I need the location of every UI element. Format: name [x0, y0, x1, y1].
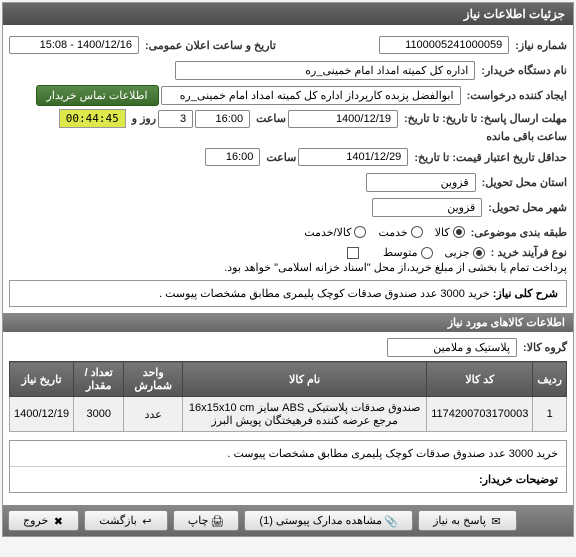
table-row: 11174200703170003صندوق صدقات پلاستیکی AB…: [10, 397, 567, 432]
deadline-label: مهلت ارسال پاسخ: تا تاریخ: تا تاریخ:: [404, 112, 567, 125]
reply-label: پاسخ به نیاز: [433, 514, 486, 527]
buyer-value: اداره کل کمیته امداد امام خمینی_ره: [175, 61, 475, 80]
print-label: چاپ: [188, 514, 209, 527]
radio-goods-label: کالا: [435, 226, 450, 239]
deadline-time: 16:00: [195, 110, 250, 128]
validity-date: 1401/12/29: [298, 148, 408, 166]
category-label: طبقه بندی موضوعی:: [471, 226, 567, 239]
bottom-toolbar: ✉ پاسخ به نیاز 📎 مشاهده مدارک پیوستی (1)…: [3, 505, 573, 536]
table-header: تاریخ نیاز: [10, 362, 74, 397]
table-cell: 1: [533, 397, 567, 432]
contact-button[interactable]: اطلاعات تماس خریدار: [36, 85, 159, 106]
table-header: نام کالا: [183, 362, 427, 397]
time-label-1: ساعت: [256, 112, 286, 125]
radio-partial[interactable]: [473, 247, 485, 259]
radio-medium[interactable]: [421, 247, 433, 259]
items-table: ردیفکد کالانام کالاواحد شمارشتعداد / مقد…: [9, 361, 567, 432]
request-no-value: 1100005241000059: [379, 36, 509, 54]
table-header: ردیف: [533, 362, 567, 397]
attachments-label: مشاهده مدارک پیوستی (1): [259, 514, 382, 527]
back-icon: ↩: [141, 515, 153, 527]
creator-label: ایجاد کننده درخواست:: [467, 89, 567, 102]
attachments-button[interactable]: 📎 مشاهده مدارک پیوستی (1): [244, 510, 413, 531]
province-value: قزوین: [366, 173, 476, 192]
buyer-desc-label: توضیحات خریدار:: [479, 474, 558, 486]
table-header: تعداد / مقدار: [74, 362, 124, 397]
radio-partial-label: جزیی: [445, 246, 470, 259]
validity-label: حداقل تاریخ اعتبار قیمت: تا تاریخ:: [414, 151, 567, 164]
buyer-desc-text: خرید 3000 عدد صندوق صدقات کوچک پلیمری مط…: [227, 448, 558, 460]
panel-title: جزئیات اطلاعات نیاز: [3, 3, 573, 25]
province-label: استان محل تحویل:: [482, 176, 567, 189]
table-cell: صندوق صدقات پلاستیکی ABS سایز 16x15x10 c…: [183, 397, 427, 432]
request-no-label: شماره نیاز:: [515, 39, 567, 52]
table-header: کد کالا: [427, 362, 533, 397]
radio-both[interactable]: [354, 226, 366, 238]
buyer-label: نام دستگاه خریدار:: [481, 64, 567, 77]
summary-text: خرید 3000 عدد صندوق صدقات کوچک پلیمری مط…: [159, 288, 490, 300]
announce-label: تاریخ و ساعت اعلان عمومی:: [145, 39, 276, 52]
table-cell: 3000: [74, 397, 124, 432]
back-label: بازگشت: [99, 514, 137, 527]
city-label: شهر محل تحویل:: [488, 201, 567, 214]
group-label: گروه کالا:: [523, 341, 567, 354]
radio-service-label: خدمت: [378, 226, 407, 239]
radio-goods[interactable]: [453, 226, 465, 238]
purchase-type-radios: جزیی متوسط: [383, 246, 485, 259]
table-header: واحد شمارش: [124, 362, 183, 397]
purchase-type-label: نوع فرآیند خرید :: [491, 246, 567, 259]
days-value: 3: [158, 110, 193, 128]
time-label-2: ساعت: [266, 151, 296, 164]
creator-value: ابوالفضل پزبده کارپرداز اداره کل کمیته ا…: [161, 86, 461, 105]
print-icon: 🖨: [212, 515, 224, 527]
exit-label: خروج: [23, 514, 48, 527]
group-value: پلاستیک و ملامین: [387, 338, 517, 357]
exit-button[interactable]: ✖ خروج: [8, 510, 79, 531]
announce-value: 1400/12/16 - 15:08: [9, 36, 139, 54]
table-cell: عدد: [124, 397, 183, 432]
radio-service[interactable]: [411, 226, 423, 238]
back-button[interactable]: ↩ بازگشت: [84, 510, 168, 531]
remaining-label: ساعت باقی مانده: [486, 130, 567, 143]
table-cell: 1174200703170003: [427, 397, 533, 432]
countdown: 00:44:45: [59, 109, 126, 128]
radio-both-label: کالا/خدمت: [304, 226, 351, 239]
category-radios: کالا خدمت کالا/خدمت: [304, 226, 464, 239]
payment-note: پرداخت تمام یا بخشی از مبلغ خرید،از محل …: [224, 261, 567, 274]
deadline-date: 1400/12/19: [288, 110, 398, 128]
city-value: قزوین: [372, 198, 482, 217]
items-header: اطلاعات کالاهای مورد نیاز: [3, 313, 573, 332]
print-button[interactable]: 🖨 چاپ: [173, 510, 240, 531]
summary-label: شرح کلی نیاز:: [493, 288, 558, 300]
radio-medium-label: متوسط: [383, 246, 418, 259]
validity-time: 16:00: [205, 148, 260, 166]
table-cell: 1400/12/19: [10, 397, 74, 432]
payment-checkbox[interactable]: [347, 247, 359, 259]
attachment-icon: 📎: [386, 515, 398, 527]
exit-icon: ✖: [52, 515, 64, 527]
days-label: روز و: [132, 112, 156, 125]
reply-button[interactable]: ✉ پاسخ به نیاز: [418, 510, 517, 531]
reply-icon: ✉: [490, 515, 502, 527]
